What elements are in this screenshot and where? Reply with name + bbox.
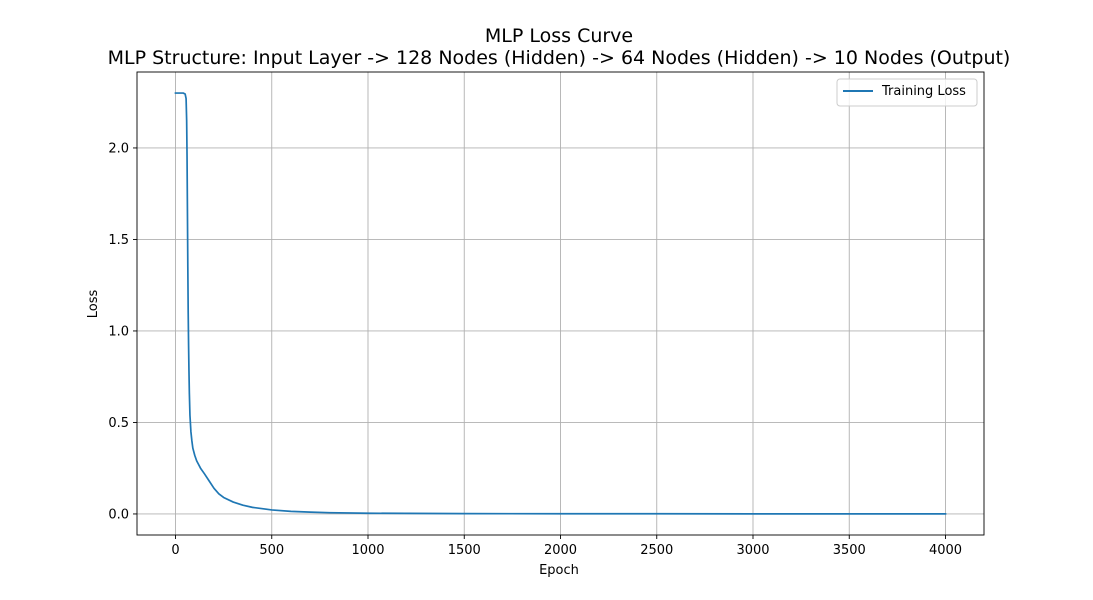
chart-subtitle: MLP Structure: Input Layer -> 128 Nodes …: [108, 47, 1011, 69]
x-tick-label: 2500: [640, 543, 673, 558]
x-axis-label: Epoch: [539, 563, 579, 578]
x-tick-label: 0: [171, 543, 179, 558]
x-tick-label: 1500: [448, 543, 481, 558]
y-tick-label: 1.5: [108, 233, 129, 248]
x-tick-label: 1000: [351, 543, 384, 558]
x-axis-ticks: 0 500 1000 1500 2000 2500 3000 3500 4000: [171, 535, 962, 558]
x-tick-label: 4000: [929, 543, 962, 558]
grid: [137, 72, 984, 535]
y-tick-label: 0.0: [108, 507, 129, 522]
plot-frame: [136, 71, 985, 536]
y-tick-label: 0.5: [108, 416, 129, 431]
x-tick-label: 2000: [544, 543, 577, 558]
y-tick-label: 2.0: [108, 141, 129, 156]
legend-box: [836, 78, 978, 107]
y-axis-label: Loss: [86, 290, 101, 319]
legend-label-training-loss: Training Loss: [881, 84, 966, 99]
x-tick-label: 3000: [736, 543, 769, 558]
y-tick-label: 1.0: [108, 324, 129, 339]
x-tick-label: 500: [259, 543, 284, 558]
y-axis-ticks: 0.0 0.5 1.0 1.5 2.0: [108, 141, 137, 522]
legend: Training Loss: [836, 78, 978, 107]
chart-title: MLP Loss Curve: [485, 25, 633, 47]
x-tick-label: 3500: [833, 543, 866, 558]
series-line-training-loss: [174, 92, 947, 515]
series-group: [174, 92, 947, 515]
